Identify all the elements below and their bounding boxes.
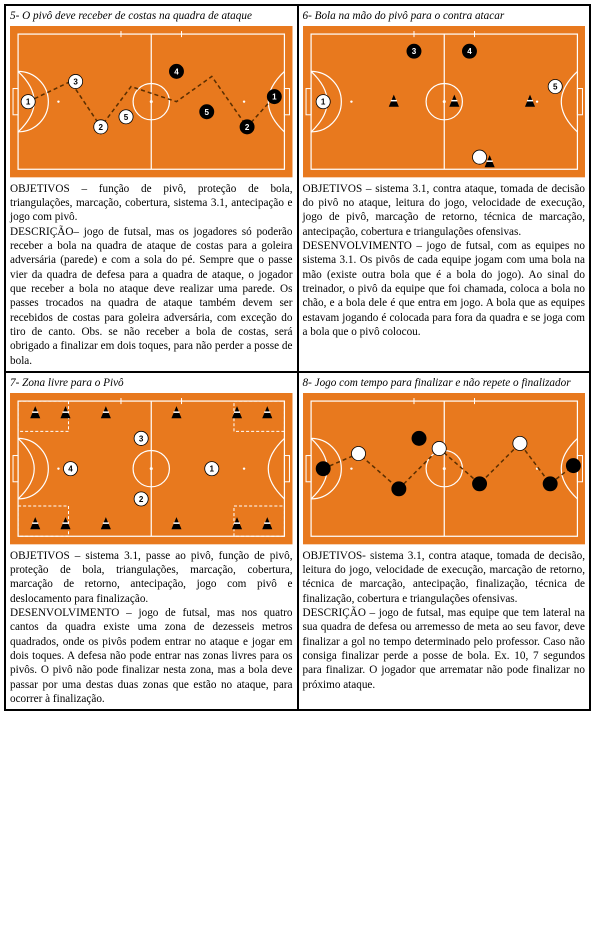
svg-text:3: 3	[73, 78, 78, 87]
exercise-title-7: 7- Zona livre para o Pivô	[10, 376, 293, 390]
objetivos-7: OBJETIVOS – sistema 3.1, passe ao pivô, …	[10, 549, 293, 606]
desc-body-7: – jogo de futsal, mas nos quatro cantos …	[10, 607, 293, 705]
exercise-cell-7: 7- Zona livre para o Pivô 4 3 2 1 OBJETIVOS…	[5, 372, 298, 710]
svg-text:4: 4	[68, 465, 73, 474]
court-diagram-8	[303, 393, 586, 544]
svg-text:4: 4	[467, 48, 472, 57]
court-diagram-6: 1534	[303, 26, 586, 177]
objetivos-8: OBJETIVOS- sistema 3.1, contra ataque, t…	[303, 549, 586, 606]
court-svg-5: 1 2 3 5 1 4 5 2	[10, 26, 293, 177]
desc-body-6: – jogo de futsal, com as equipes no sist…	[303, 240, 586, 338]
descricao-6: DESENVOLVIMENTO – jogo de futsal, com as…	[303, 239, 586, 339]
svg-text:4: 4	[174, 68, 179, 77]
svg-text:5: 5	[204, 108, 209, 117]
svg-text:2: 2	[245, 123, 250, 132]
exercise-title-6: 6- Bola na mão do pivô para o contra ata…	[303, 9, 586, 23]
exercise-title-8: 8- Jogo com tempo para finalizar e não r…	[303, 376, 586, 390]
court-diagram-5: 1 2 3 5 1 4 5 2	[10, 26, 293, 177]
desc-label-8: DESCRIÇÃO	[303, 607, 366, 619]
descricao-8: DESCRIÇÃO – jogo de futsal, mas equipe q…	[303, 606, 586, 692]
court-diagram-7: 4 3 2 1	[10, 393, 293, 544]
svg-text:1: 1	[272, 93, 277, 102]
desc-label-7: DESENVOLVIMENTO	[10, 607, 119, 619]
desc-body-5: – jogo de futsal, mas os jogadores só po…	[10, 226, 293, 367]
exercise-cell-5: 5- O pivô deve receber de costas na quad…	[5, 5, 298, 372]
desc-label-5: DESCRIÇÃO	[10, 226, 73, 238]
exercise-cell-8: 8- Jogo com tempo para finalizar e não r…	[298, 372, 591, 710]
svg-text:1: 1	[26, 98, 31, 107]
svg-text:3: 3	[139, 435, 144, 444]
svg-text:3: 3	[411, 48, 416, 57]
desc-label-6: DESENVOLVIMENTO	[303, 240, 412, 252]
objetivos-5: OBJETIVOS – função de pivô, proteção de …	[10, 182, 293, 225]
descricao-7: DESENVOLVIMENTO – jogo de futsal, mas no…	[10, 606, 293, 706]
court-svg-8	[303, 393, 586, 544]
exercise-title-5: 5- O pivô deve receber de costas na quad…	[10, 9, 293, 23]
desc-body-8: – jogo de futsal, mas equipe que tem lat…	[303, 607, 586, 691]
exercise-cell-6: 6- Bola na mão do pivô para o contra ata…	[298, 5, 591, 372]
exercise-grid: 5- O pivô deve receber de costas na quad…	[4, 4, 591, 711]
svg-text:2: 2	[139, 495, 144, 504]
court-svg-6: 1534	[303, 26, 586, 177]
svg-text:5: 5	[124, 113, 129, 122]
descricao-5: DESCRIÇÃO– jogo de futsal, mas os jogado…	[10, 225, 293, 368]
objetivos-6: OBJETIVOS – sistema 3.1, contra ataque, …	[303, 182, 586, 239]
svg-text:5: 5	[552, 83, 557, 92]
court-svg-7: 4 3 2 1	[10, 393, 293, 544]
svg-text:2: 2	[99, 123, 104, 132]
svg-text:1: 1	[320, 98, 325, 107]
svg-text:1: 1	[210, 465, 215, 474]
